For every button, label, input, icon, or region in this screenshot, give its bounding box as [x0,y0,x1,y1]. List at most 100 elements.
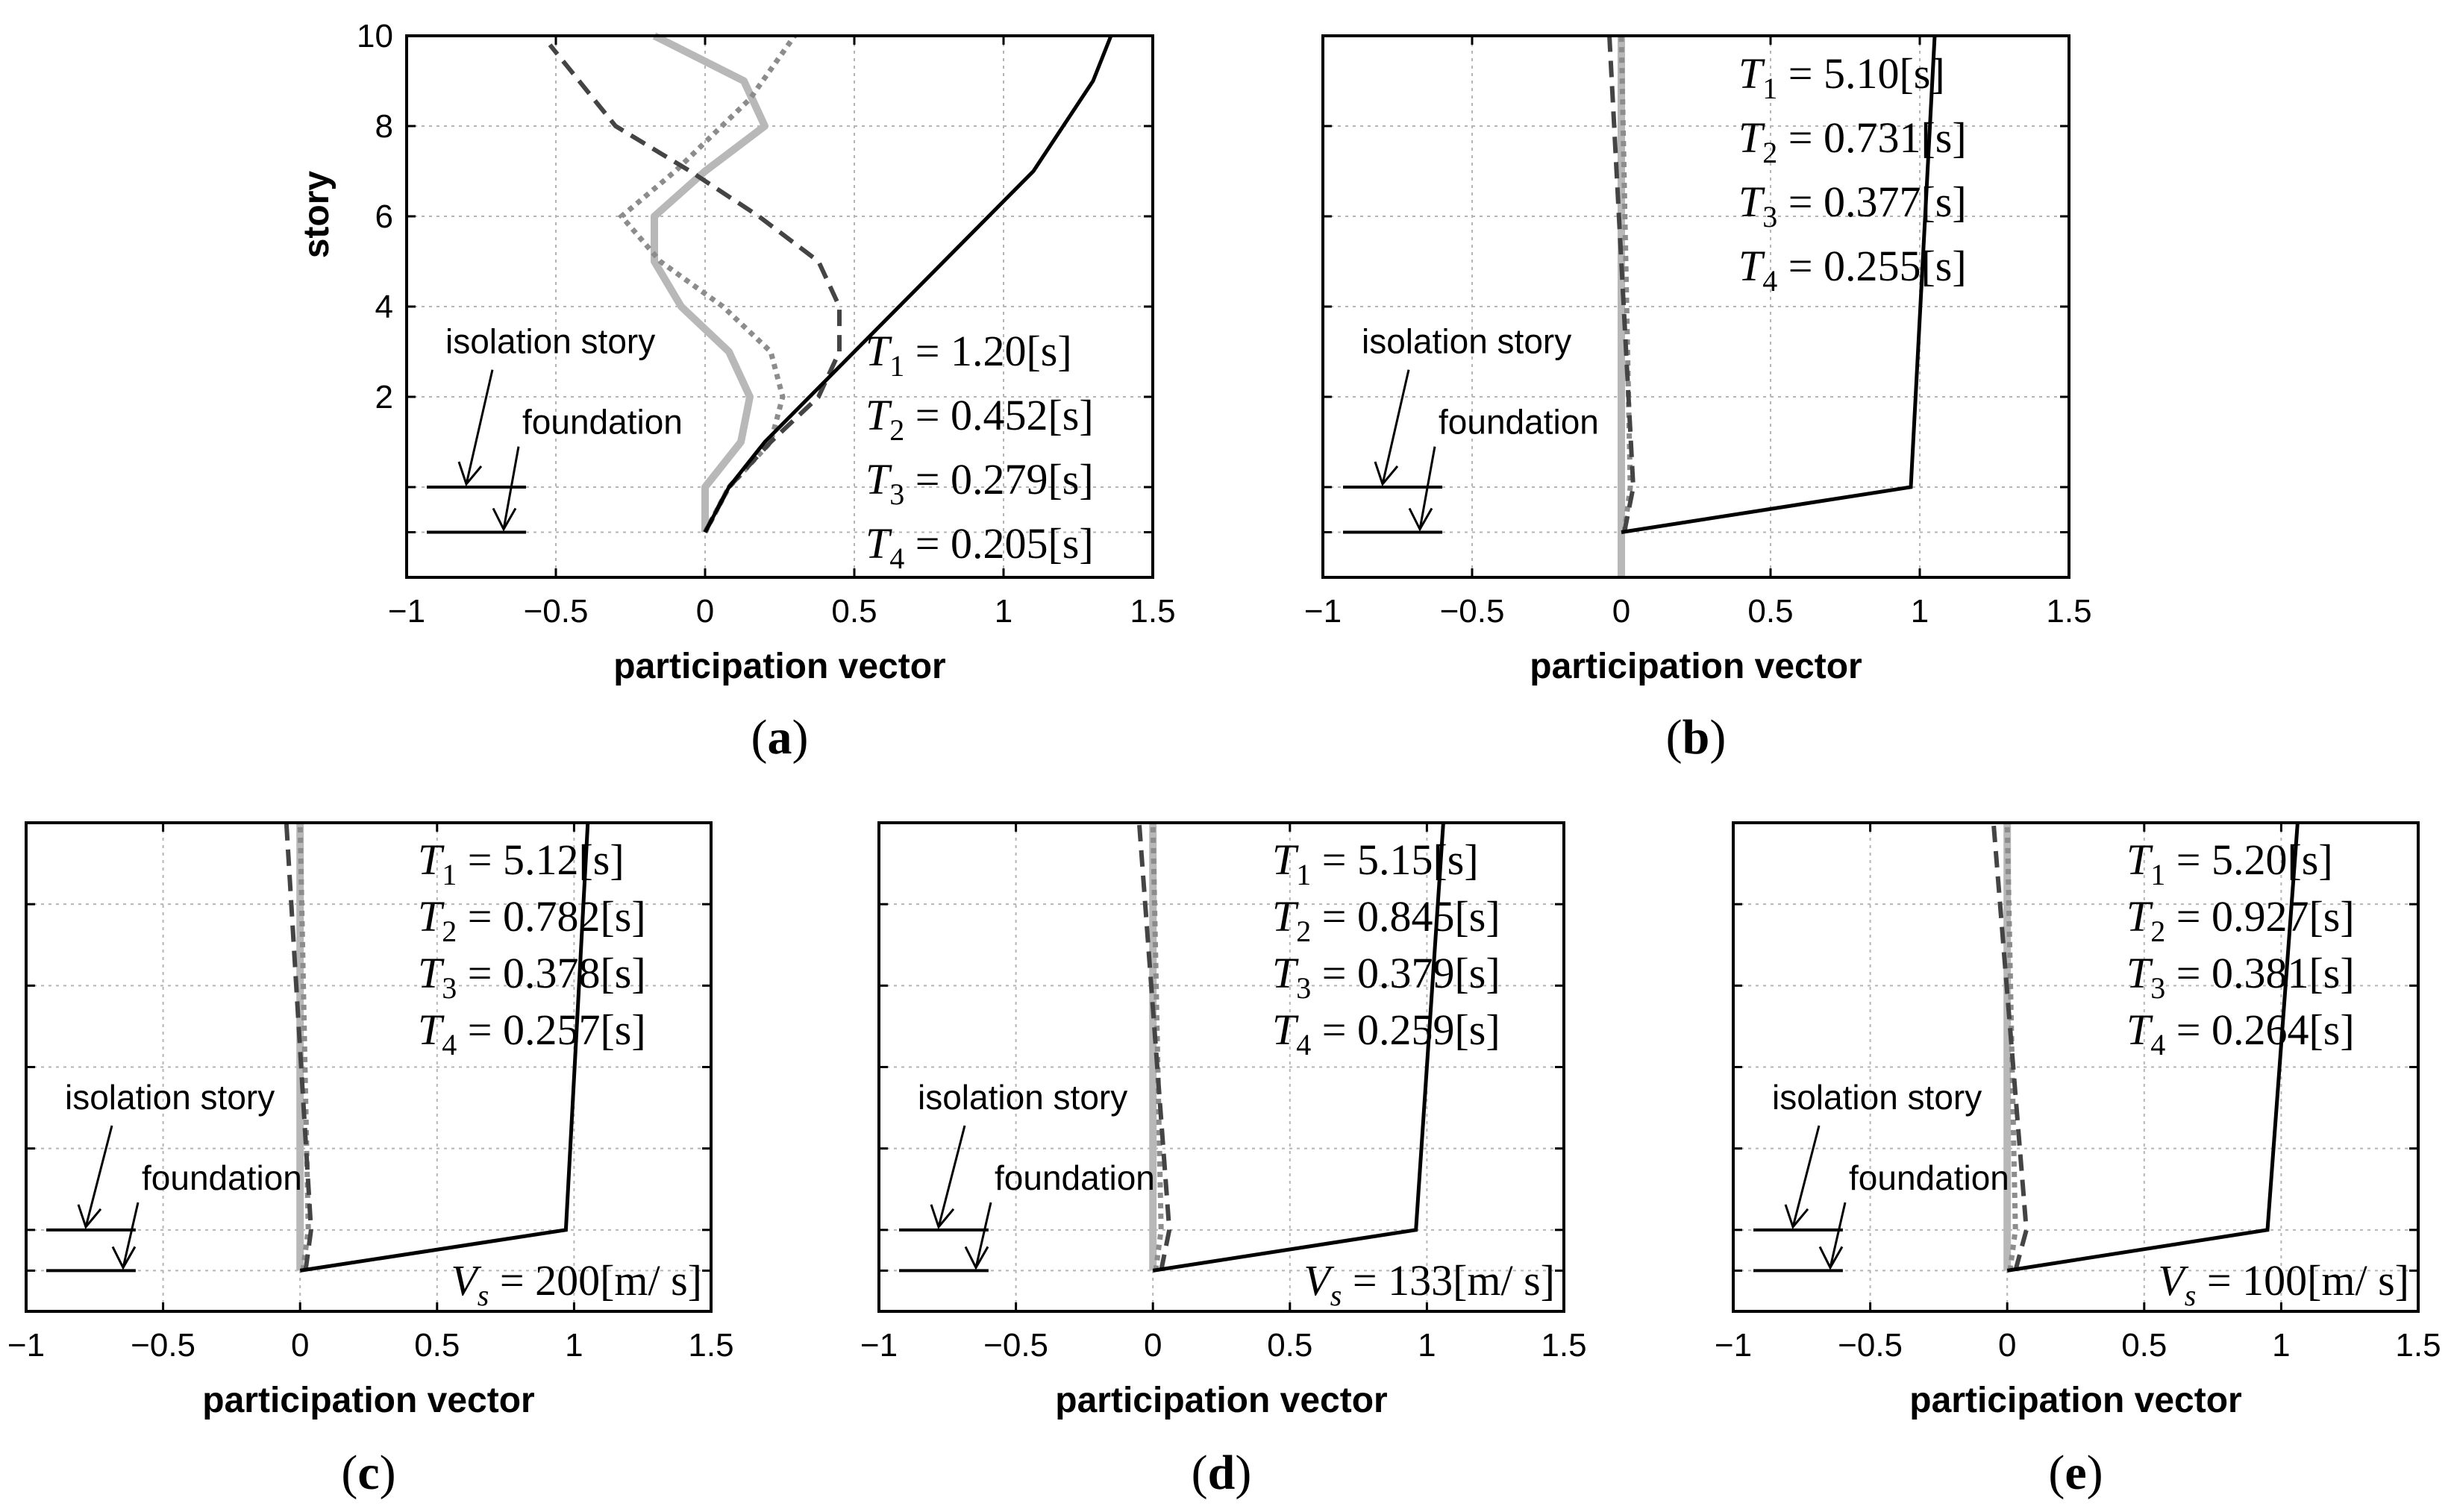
vs-value: = 133[m/ s] [1342,1256,1555,1305]
panel-paren: ) [1709,710,1726,765]
x-tick-label: 1.5 [2046,593,2091,630]
period-label-2: T2 = 0.927[s] [2126,892,2355,948]
period-symbol: T [1738,178,1765,226]
period-value: = 0.255[s] [1777,242,1966,290]
panel-d: −1 −0.5 0 0.5 1 1.5 participation vector isolat… [860,821,1587,1500]
x-axis-label: participation vector [1909,1381,2241,1420]
x-axis-label: participation vector [1055,1381,1387,1420]
period-value: = 5.15[s] [1311,835,1478,884]
period-symbol: T [866,455,892,504]
vs-value: = 200[m/ s] [489,1256,702,1305]
period-subscript: 2 [1762,136,1777,169]
period-value: = 0.381[s] [2165,949,2354,997]
x-tick-label: 0 [291,1327,309,1364]
panel-e: −1 −0.5 0 0.5 1 1.5 participation vector isolat… [1715,821,2441,1500]
period-subscript: 4 [442,1028,457,1061]
period-label-3: T3 = 0.279[s] [866,455,1094,511]
x-axis-label: participation vector [1530,647,1862,686]
period-label-4: T4 = 0.259[s] [1272,1006,1500,1061]
x-tick-label: 0.5 [2121,1327,2167,1364]
period-label-1: T1 = 5.20[s] [2126,835,2333,891]
panel-b: −1 −0.5 0 0.5 1 1.5 participation vector isolat… [1304,34,2092,765]
x-tick-label: −1 [388,593,425,630]
period-symbol: T [2126,835,2153,884]
isolation-arrow [465,369,494,485]
plot-frame [1732,821,2420,1313]
period-subscript: 3 [2150,971,2165,1005]
foundation-arrow [1829,1202,1847,1268]
period-symbol: T [866,327,892,375]
y-tick-label: 10 [357,18,393,54]
series-line-mode-3 [1150,822,1164,1271]
series-line-mode-1 [2006,822,2300,1273]
period-value: = 0.845[s] [1311,892,1500,941]
vs-value: = 100[m/ s] [2196,1256,2409,1305]
period-subscript: 1 [1296,858,1311,891]
period-symbol: T [418,835,445,884]
x-tick-label: 1.5 [1130,593,1175,630]
x-tick-label: 0.5 [1747,593,1793,630]
period-subscript: 1 [889,349,904,383]
isolation-story-label: isolation story [918,1078,1127,1117]
vs-subscript: s [478,1279,489,1312]
period-value: = 0.279[s] [904,455,1093,504]
arrow-head-icon [964,1246,989,1270]
isolation-story-label: isolation story [65,1078,275,1117]
period-label-1: T1 = 5.15[s] [1272,835,1479,891]
y-tick-label: 8 [375,108,393,145]
x-axis-label: participation vector [613,647,945,686]
series-line-mode-2 [1136,822,1172,1271]
period-subscript: 2 [442,915,457,948]
period-symbol: T [1738,113,1765,162]
vs-symbol: V [1303,1256,1335,1305]
panel-paren: ( [2048,1446,2065,1500]
panel-letter: a [768,710,792,765]
series-line-mode-1 [1152,822,1445,1273]
panel-paren: ) [2087,1446,2103,1500]
x-tick-label: 1.5 [1541,1327,1586,1364]
period-label-4: T4 = 0.264[s] [2126,1006,2355,1061]
panel-label: (d) [1192,1446,1252,1500]
period-label-1: T1 = 5.10[s] [1738,49,1945,105]
panel-letter: c [357,1446,379,1500]
panel-letter: e [2065,1446,2086,1500]
period-subscript: 3 [1762,200,1777,233]
x-tick-label: 1 [2272,1327,2290,1364]
period-subscript: 4 [1762,264,1777,298]
isolation-arrow [1381,369,1410,485]
x-tick-label: 1.5 [688,1327,733,1364]
period-symbol: T [418,892,445,941]
period-label-3: T3 = 0.379[s] [1272,949,1500,1005]
x-tick-label: 0 [1144,1327,1162,1364]
panel-paren: ) [792,710,809,765]
x-tick-label: 0 [1612,593,1630,630]
y-tick-label: 2 [375,379,393,415]
period-value: = 0.205[s] [904,519,1093,568]
x-tick-label: 0.5 [414,1327,460,1364]
panel-letter: b [1683,710,1710,765]
period-label-3: T3 = 0.377[s] [1738,178,1967,233]
period-label-2: T2 = 0.452[s] [866,391,1094,447]
isolation-story-label: isolation story [1362,322,1571,361]
panel-paren: ) [1235,1446,1251,1500]
period-value: = 0.927[s] [2165,892,2354,941]
period-symbol: T [866,519,892,568]
arrow-head-icon [77,1204,102,1229]
period-symbol: T [1738,49,1765,98]
x-tick-label: −0.5 [131,1327,195,1364]
x-tick-label: −1 [7,1327,45,1364]
period-value: = 0.731[s] [1777,113,1966,162]
period-subscript: 1 [442,858,457,891]
vs-subscript: s [1330,1279,1342,1312]
panel-paren: ( [1666,710,1683,765]
panel-label: (a) [751,710,809,765]
isolation-arrow [84,1125,113,1228]
period-subscript: 2 [1296,915,1311,948]
period-label-2: T2 = 0.731[s] [1738,113,1967,169]
series-line-mode-2 [1991,822,2029,1272]
period-subscript: 1 [1762,72,1777,105]
period-label-2: T2 = 0.845[s] [1272,892,1500,948]
plot-frame [877,821,1565,1313]
arrow-head-icon [1784,1204,1809,1229]
